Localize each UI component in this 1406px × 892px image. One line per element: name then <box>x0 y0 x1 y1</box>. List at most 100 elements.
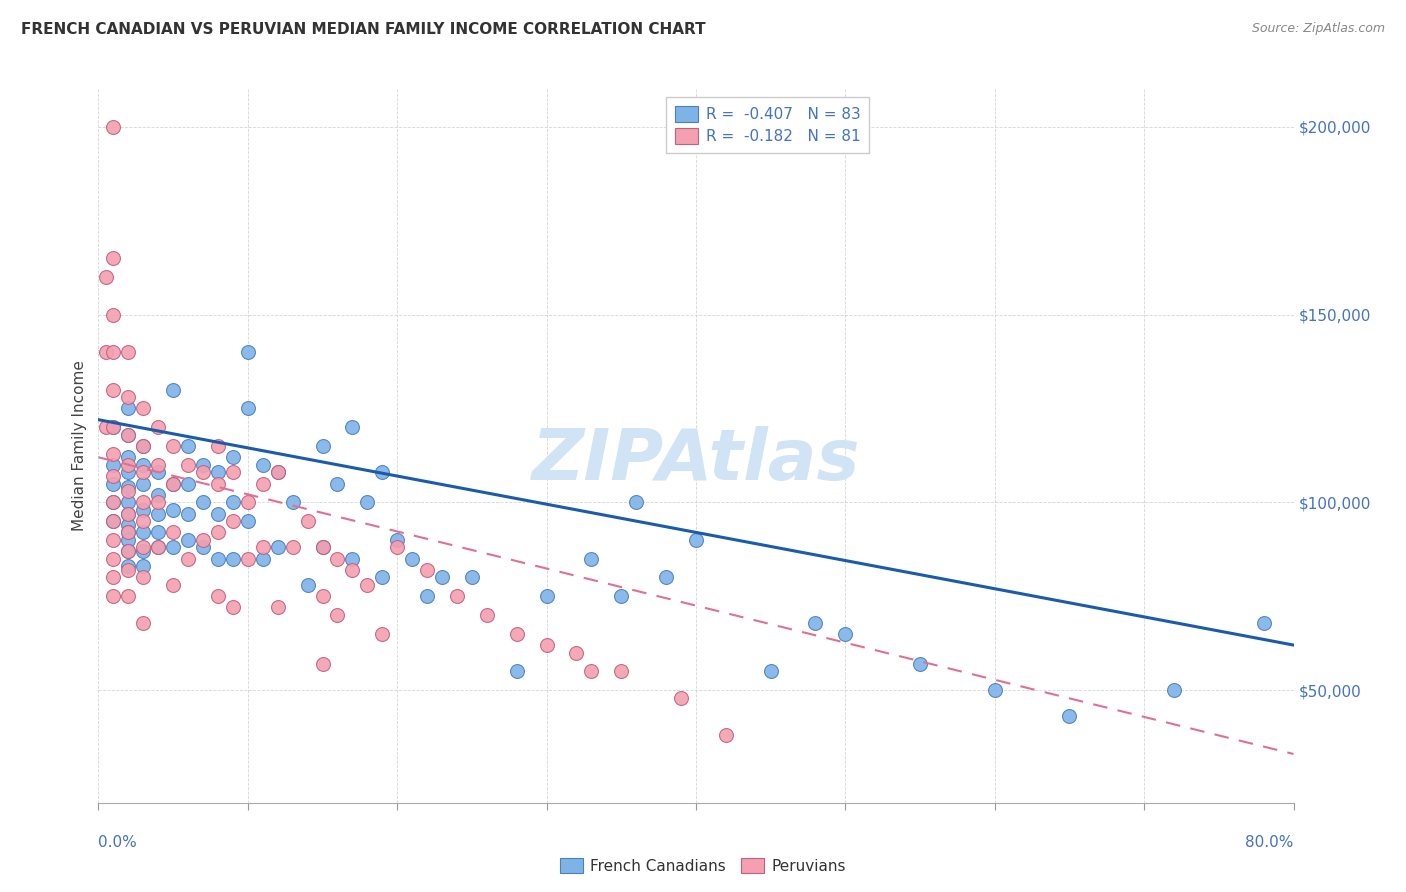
Point <box>117 450 139 465</box>
Point <box>103 308 125 322</box>
Point <box>908 657 931 671</box>
Point <box>148 458 170 472</box>
Point <box>326 607 349 622</box>
Point <box>191 465 214 479</box>
Point <box>207 439 229 453</box>
Point <box>655 570 678 584</box>
Point <box>148 507 170 521</box>
Point <box>103 469 125 483</box>
Point <box>984 683 1007 698</box>
Point <box>132 541 155 555</box>
Point <box>581 665 603 679</box>
Point <box>117 427 139 442</box>
Point <box>132 458 155 472</box>
Point <box>148 525 170 540</box>
Point <box>117 401 139 416</box>
Point <box>117 480 139 494</box>
Point <box>117 517 139 532</box>
Point <box>117 544 139 558</box>
Point <box>132 544 155 558</box>
Point <box>177 507 200 521</box>
Point <box>94 270 117 285</box>
Point <box>626 495 648 509</box>
Point <box>252 541 274 555</box>
Point <box>252 458 274 472</box>
Point <box>401 551 423 566</box>
Point <box>446 589 468 603</box>
Point <box>371 627 394 641</box>
Point <box>610 665 633 679</box>
Point <box>103 420 125 434</box>
Point <box>132 615 155 630</box>
Point <box>103 446 125 460</box>
Point <box>103 458 125 472</box>
Point <box>117 484 139 499</box>
Text: FRENCH CANADIAN VS PERUVIAN MEDIAN FAMILY INCOME CORRELATION CHART: FRENCH CANADIAN VS PERUVIAN MEDIAN FAMIL… <box>21 22 706 37</box>
Point <box>834 627 856 641</box>
Point <box>207 551 229 566</box>
Point <box>103 420 125 434</box>
Point <box>191 458 214 472</box>
Point <box>191 533 214 547</box>
Point <box>236 551 259 566</box>
Point <box>103 345 125 359</box>
Point <box>714 728 737 742</box>
Point <box>461 570 484 584</box>
Point <box>103 551 125 566</box>
Point <box>207 507 229 521</box>
Point <box>132 439 155 453</box>
Point <box>117 465 139 479</box>
Point <box>207 525 229 540</box>
Point <box>177 439 200 453</box>
Point <box>132 503 155 517</box>
Point <box>132 401 155 416</box>
Point <box>371 570 394 584</box>
Point <box>207 476 229 491</box>
Point <box>267 465 290 479</box>
Point <box>207 589 229 603</box>
Point <box>236 514 259 528</box>
Point <box>148 465 170 479</box>
Point <box>311 541 333 555</box>
Point <box>117 544 139 558</box>
Point <box>132 559 155 574</box>
Point <box>132 439 155 453</box>
Point <box>117 563 139 577</box>
Point <box>103 589 125 603</box>
Point <box>356 578 378 592</box>
Point <box>191 495 214 509</box>
Point <box>162 578 184 592</box>
Point <box>103 514 125 528</box>
Point <box>117 525 139 540</box>
Point <box>252 476 274 491</box>
Point <box>177 458 200 472</box>
Point <box>669 690 692 705</box>
Text: Source: ZipAtlas.com: Source: ZipAtlas.com <box>1251 22 1385 36</box>
Point <box>342 551 364 566</box>
Point <box>148 420 170 434</box>
Point <box>685 533 707 547</box>
Point <box>117 533 139 547</box>
Point <box>132 570 155 584</box>
Point <box>117 495 139 509</box>
Y-axis label: Median Family Income: Median Family Income <box>72 360 87 532</box>
Text: ZIPAtlas: ZIPAtlas <box>531 425 860 495</box>
Point <box>804 615 827 630</box>
Text: 0.0%: 0.0% <box>98 836 138 850</box>
Point <box>267 600 290 615</box>
Point <box>117 559 139 574</box>
Point <box>356 495 378 509</box>
Point <box>117 525 139 540</box>
Point <box>281 541 304 555</box>
Point <box>117 507 139 521</box>
Point <box>103 514 125 528</box>
Point <box>430 570 453 584</box>
Point <box>222 514 245 528</box>
Point <box>536 589 558 603</box>
Point <box>162 503 184 517</box>
Point <box>117 345 139 359</box>
Point <box>236 495 259 509</box>
Point <box>385 541 409 555</box>
Point <box>117 458 139 472</box>
Point <box>759 665 782 679</box>
